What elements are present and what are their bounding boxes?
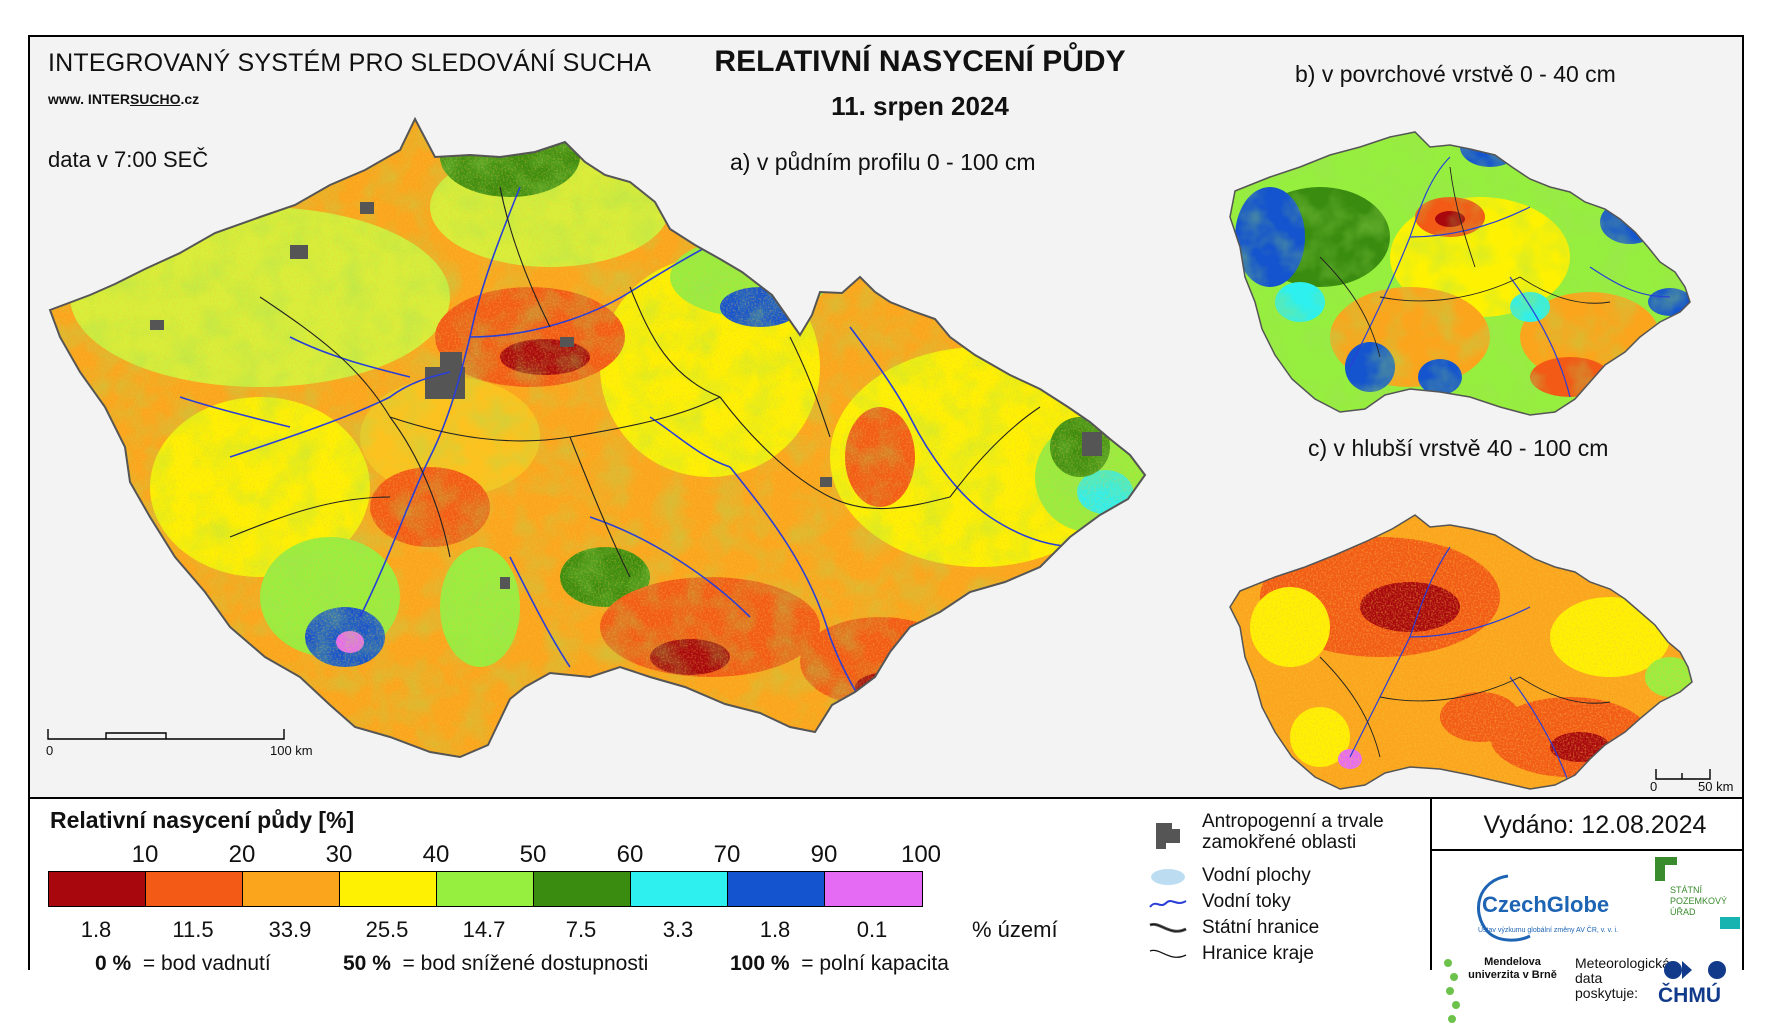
spu-name: STÁTNÍ POZEMKOVÝ ÚŘAD [1670,885,1728,917]
legend-tick-label: 100 [900,841,942,868]
spu-accent-icon [1720,917,1740,929]
map-b-label: b) v povrchové vrstvě 0 - 40 cm [1295,61,1616,87]
legend-color-segment [243,872,340,906]
system-title: INTEGROVANÝ SYSTÉM PRO SLEDOVÁNÍ SUCHA [48,49,652,77]
legend-tick-label: 50 [519,841,547,868]
legend-color-segment [340,872,437,906]
legend-color-segment [146,872,243,906]
def-value: 100 % [730,952,790,975]
symbol-label-river: Vodní toky [1202,891,1291,912]
soil-moisture-map-a [48,116,1693,790]
legend-tick-label: 10 [131,841,159,868]
legend-area-percent: 11.5 [172,917,214,942]
legend-color-segment [534,872,631,906]
legend-tick-label: 60 [616,841,644,868]
def-text: = bod vadnutí [142,952,271,975]
website-prefix: www. INTER [48,91,130,107]
legend-color-segment [728,872,825,906]
region-border-icon [1149,949,1187,958]
def-reduced-availability: 50 % = bod snížené dostupnosti [343,952,648,976]
legend-tick-label: 90 [810,841,838,868]
scale-small-end: 50 km [1698,779,1734,794]
chmu-name: ČHMÚ [1658,984,1721,1007]
czechglobe-subtitle: Ústav výzkumu globální změny AV ČR, v. v… [1478,927,1619,934]
map-frame: INTEGROVANÝ SYSTÉM PRO SLEDOVÁNÍ SUCHA w… [28,35,1744,1023]
legend-area-percent: 7.5 [565,917,597,942]
legend-color-bar [48,871,923,907]
legend-area-percent: 33.9 [268,917,312,942]
issued-date: Vydáno: 12.08.2024 [1483,811,1707,839]
map-date: 11. srpen 2024 [831,91,1009,121]
data-time: data v 7:00 SEČ [48,147,209,172]
river-icon [1149,900,1187,908]
legend-tick-label: 70 [713,841,741,868]
czechglobe-name: CzechGlobe [1482,892,1610,917]
legend-color-segment [631,872,728,906]
legend-area-percent: 25.5 [365,917,409,942]
urban-area-icon [1156,823,1180,849]
def-text: = polní kapacita [801,952,949,975]
legend-tick-label: 40 [422,841,450,868]
legend-color-segment [49,872,146,906]
scale-small-zero: 0 [1650,779,1658,794]
meteo-credit: Meteorologická data poskytuje: [1575,955,1670,1001]
legend-color-segment [437,872,534,906]
def-field-capacity: 100 % = polní kapacita [730,952,949,976]
issued-divider [1430,849,1742,851]
legend-area-percent: 1.8 [759,917,791,942]
scale-bar-main [47,729,285,740]
website-underlined: SUCHO [129,91,181,107]
legend-tick-label: 20 [228,841,256,868]
website-link[interactable]: www. INTERSUCHO.cz [48,91,199,107]
czechglobe-logo [1477,874,1531,942]
legend-divider [1430,799,1432,970]
symbol-label-state-border: Státní hranice [1202,917,1320,938]
legend-area-percent: 3.3 [662,917,694,942]
symbol-label-water: Vodní plochy [1202,865,1311,886]
map-area: INTEGROVANÝ SYSTÉM PRO SLEDOVÁNÍ SUCHA w… [30,37,1742,797]
def-value: 0 % [95,952,132,975]
legend-area-percent: 14.7 [462,917,506,942]
website-suffix: .cz [180,91,200,107]
scale-main-end: 100 km [270,743,313,758]
water-body-icon [1151,869,1185,885]
map-a-label: a) v půdním profilu 0 - 100 cm [730,149,1036,175]
legend-tick-label: 30 [325,841,353,868]
mendel-name: Mendelova univerzita v Brně [1468,956,1557,981]
legend-panel: Relativní nasycení půdy [%] 10 20 30 40 50 60… [30,797,1742,1023]
legend-color-segment [825,872,922,906]
legend-area-percent: 0.1 [856,917,888,942]
spu-logo-icon [1655,857,1677,881]
chmu-logo-icon [1664,961,1726,979]
symbol-label-region-border: Hranice kraje [1202,943,1314,964]
area-unit-label: % území [972,917,1058,942]
def-wilting-point: 0 % = bod vadnutí [95,952,271,976]
legend-title: Relativní nasycení půdy [%] [50,807,355,833]
map-c-label: c) v hlubší vrstvě 40 - 100 cm [1308,435,1609,461]
state-border-icon [1149,922,1187,933]
symbol-label-urban: Antropogenní a trvale zamokřené oblasti [1202,811,1384,853]
legend-area-percent: 1.8 [80,917,112,942]
def-value: 50 % [343,952,391,975]
scale-bar-small [1655,769,1711,780]
def-text: = bod snížené dostupnosti [402,952,649,975]
page-title: RELATIVNÍ NASYCENÍ PŮDY [714,45,1126,78]
scale-main-zero: 0 [46,743,54,758]
